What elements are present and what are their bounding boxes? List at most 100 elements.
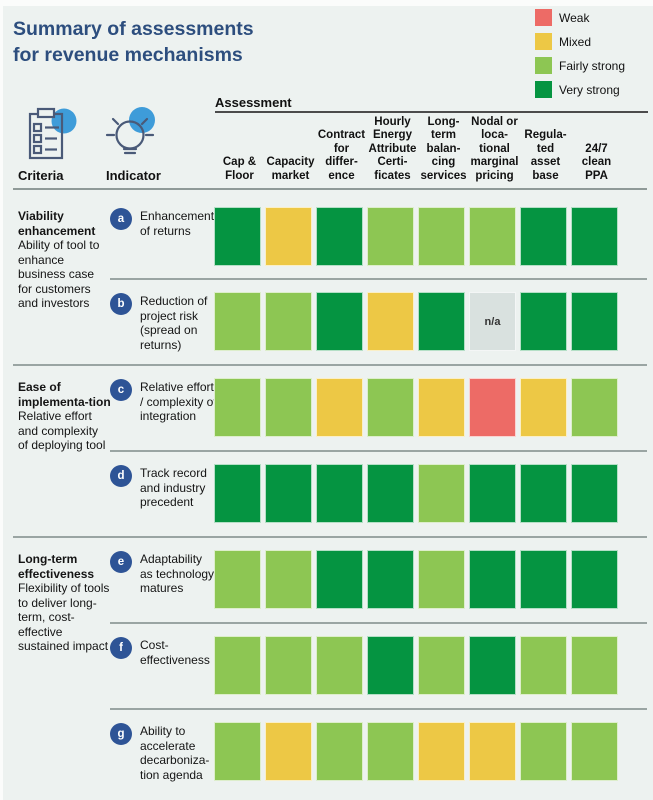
cell-slot [214,378,265,437]
indicator-badge: d [110,465,132,487]
cell-slot [265,207,316,266]
legend-item: Fairly strong [535,57,625,74]
row-separator [110,708,647,710]
legend-item: Very strong [535,81,625,98]
cell-slot [520,207,571,266]
assessment-cell [571,722,618,781]
row-cells [214,722,622,781]
cell-slot [214,464,265,523]
assessment-cell [316,378,363,437]
row-cells [214,464,622,523]
indicator-label: Adaptability as technology matures [140,552,215,595]
criteria-group-name: Long-term effectiveness [18,552,95,581]
indicator-label: Reduction of project risk (spread on ret… [140,294,208,352]
assessment-cell [214,722,261,781]
row-cells: n/a [214,292,622,351]
assessment-cell [469,207,516,266]
cell-slot [418,636,469,695]
cell-slot [469,550,520,609]
assessment-cell [418,207,465,266]
cell-slot [520,378,571,437]
assessment-cell [571,378,618,437]
cell-slot [367,464,418,523]
page-title: Summary of assessments for revenue mecha… [13,18,254,66]
cell-slot [520,292,571,351]
assessment-cell [367,292,414,351]
matrix-row: f Cost-effectiveness [0,636,653,695]
legend-label: Very strong [559,82,620,97]
row-separator [110,278,647,280]
assessment-cell [520,636,567,695]
assessment-cell [316,722,363,781]
assessment-cell [571,636,618,695]
assessment-cell [367,722,414,781]
matrix-row: a Enhancement of returns [0,207,653,266]
indicator-label: Enhancement of returns [140,209,215,238]
cell-slot [316,464,367,523]
criteria-group-description: Flexibility of tools to deliver long-ter… [18,581,110,653]
assessment-cell [214,378,261,437]
cell-slot [469,464,520,523]
cell-slot [418,550,469,609]
cell-slot [571,722,622,781]
assessment-cell [316,292,363,351]
cell-slot [265,292,316,351]
cell-slot [367,207,418,266]
legend-label: Fairly strong [559,58,626,73]
assessment-cell [418,292,465,351]
column-header: Cap & Floor [222,156,257,182]
assessment-section-label: Assessment [215,95,292,110]
mixed-swatch [535,33,552,50]
cell-slot [316,292,367,351]
assessment-cell [265,292,312,351]
assessment-cell [316,550,363,609]
indicator-badge: e [110,551,132,573]
assessment-cell [214,464,261,523]
assessment-cell [571,292,618,351]
assessment-cell [316,207,363,266]
criteria-checklist-icon [26,104,78,167]
indicator-label: Ability to accelerate decarboniza-tion a… [140,724,210,782]
column-header: 24/7 clean PPA [581,142,612,182]
matrix-row: d Track record and industry precedent [0,464,653,523]
cell-slot [316,378,367,437]
assessment-cell [469,722,516,781]
cell-slot [367,292,418,351]
criteria-group-description: Ability of tool to enhance business case… [18,238,100,310]
row-cells [214,636,622,695]
cell-slot [214,636,265,695]
indicator-column-label: Indicator [106,168,161,183]
criteria-group: Ease of implementa-tion Relative effort a… [18,380,111,453]
cell-slot [571,550,622,609]
column-headers: Cap & Floor Capacity market Contract for d… [214,114,622,186]
cell-slot [418,292,469,351]
assessment-cell [367,464,414,523]
assessment-cell [214,636,261,695]
indicator-badge: a [110,208,132,230]
assessment-cell [520,378,567,437]
cell-slot [316,207,367,266]
cell-slot [469,722,520,781]
assessment-cell [265,636,312,695]
assessment-cell [469,378,516,437]
cell-slot [316,722,367,781]
matrix-row: e Adaptability as technology matures [0,550,653,609]
row-cells [214,207,622,266]
cell-slot [265,550,316,609]
assessment-cell [214,207,261,266]
column-header: Regula- ted asset base [524,129,567,182]
assessment-cell [520,722,567,781]
assessment-cell [418,550,465,609]
cell-slot [571,464,622,523]
fairly_strong-swatch [535,57,552,74]
assessment-cell [520,292,567,351]
cell-slot [265,636,316,695]
criteria-group-name: Ease of implementa-tion [18,380,111,409]
legend-item: Mixed [535,33,625,50]
column-header: Nodal or loca- tional marginal pricing [470,115,519,182]
cell-slot [214,292,265,351]
group-separator [13,364,647,366]
cell-slot [418,722,469,781]
matrix-row: g Ability to accelerate decarboniza-tion … [0,722,653,782]
